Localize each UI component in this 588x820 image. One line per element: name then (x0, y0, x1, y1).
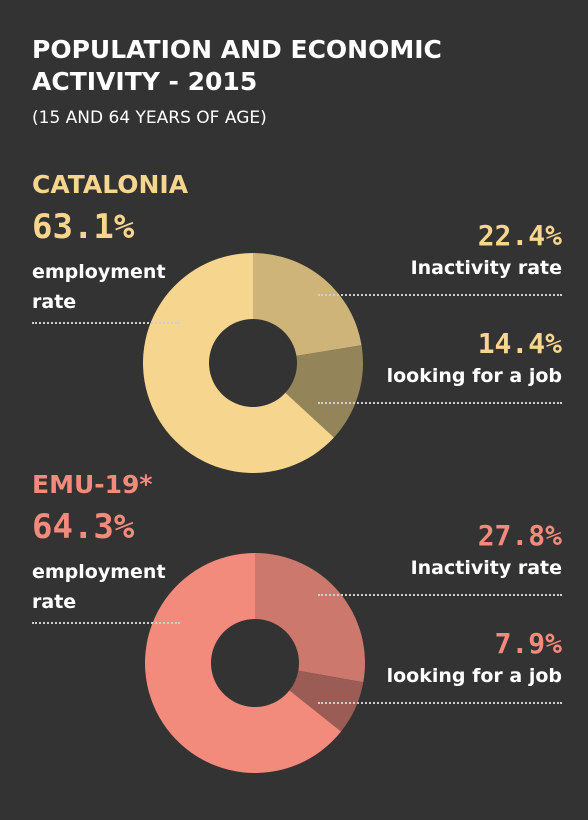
category-label: Inactivity rate (410, 557, 562, 579)
donut-segment (144, 553, 342, 773)
category-label: employment rate (32, 561, 166, 613)
category-label: Inactivity rate (410, 257, 562, 279)
value-label: 14.4% (477, 327, 562, 360)
value-label: 27.8% (477, 519, 562, 552)
dotted-rule (318, 402, 562, 404)
value-label: 7.9% (494, 627, 562, 660)
chart-title: CATALONIA (32, 170, 189, 199)
value-label: 63.1% (32, 207, 135, 247)
category-label: looking for a job (386, 665, 562, 687)
dotted-rule (318, 294, 562, 296)
donut-segment (255, 553, 365, 683)
dotted-rule (318, 594, 562, 596)
donut-segment (253, 253, 362, 356)
donut-segment (142, 253, 334, 474)
value-label: 64.3% (32, 507, 135, 547)
dotted-rule (32, 622, 180, 624)
category-label: looking for a job (386, 365, 562, 387)
page-title: POPULATION AND ECONOMIC ACTIVITY - 2015 (32, 35, 442, 96)
category-label: employment rate (32, 261, 166, 313)
chart-title: EMU-19* (32, 470, 153, 499)
donut-segment (285, 345, 363, 438)
dotted-rule (32, 322, 180, 324)
dotted-rule (318, 702, 562, 704)
donut-segment (289, 670, 364, 732)
subtitle: (15 AND 64 YEARS OF AGE) (32, 108, 267, 128)
value-label: 22.4% (477, 219, 562, 252)
